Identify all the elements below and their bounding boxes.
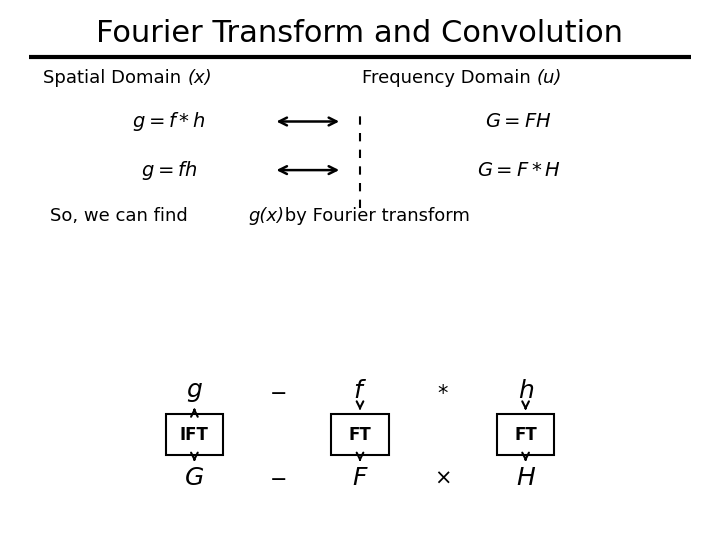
Text: $*$: $*$ xyxy=(437,381,449,402)
Text: (u): (u) xyxy=(536,69,562,87)
FancyBboxPatch shape xyxy=(331,415,389,455)
Text: FT: FT xyxy=(348,426,372,444)
FancyBboxPatch shape xyxy=(166,415,223,455)
Text: FT: FT xyxy=(514,426,537,444)
Text: $g = f * h$: $g = f * h$ xyxy=(132,110,206,133)
Text: $-$: $-$ xyxy=(269,468,286,488)
Text: Fourier Transform and Convolution: Fourier Transform and Convolution xyxy=(96,19,624,48)
Text: IFT: IFT xyxy=(180,426,209,444)
Text: $g = fh$: $g = fh$ xyxy=(141,159,197,181)
Text: $h$: $h$ xyxy=(518,380,534,403)
Text: $f$: $f$ xyxy=(353,380,367,403)
Text: $G = FH$: $G = FH$ xyxy=(485,112,552,131)
Text: Spatial Domain: Spatial Domain xyxy=(43,69,187,87)
Text: $-$: $-$ xyxy=(269,381,286,402)
Text: $g$: $g$ xyxy=(186,380,203,403)
Text: by Fourier transform: by Fourier transform xyxy=(279,207,470,225)
Text: $F$: $F$ xyxy=(351,466,369,490)
Text: $G$: $G$ xyxy=(184,466,204,490)
Text: So, we can find: So, we can find xyxy=(50,207,194,225)
Text: $G = F * H$: $G = F * H$ xyxy=(477,160,560,180)
FancyBboxPatch shape xyxy=(497,415,554,455)
Text: $\times$: $\times$ xyxy=(434,468,451,488)
Text: $H$: $H$ xyxy=(516,466,536,490)
Text: g(x): g(x) xyxy=(248,207,284,225)
Text: Frequency Domain: Frequency Domain xyxy=(362,69,536,87)
Text: (x): (x) xyxy=(187,69,212,87)
